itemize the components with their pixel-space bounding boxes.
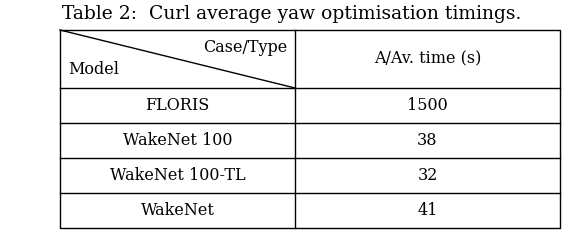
Text: Model: Model bbox=[68, 62, 119, 78]
Text: Case/Type: Case/Type bbox=[203, 40, 287, 56]
Text: WakeNet 100-TL: WakeNet 100-TL bbox=[110, 167, 245, 184]
Text: A/Av. time (s): A/Av. time (s) bbox=[374, 51, 481, 67]
Text: Table 2:  Curl average yaw optimisation timings.: Table 2: Curl average yaw optimisation t… bbox=[62, 5, 522, 23]
Text: 1500: 1500 bbox=[407, 97, 448, 114]
Text: WakeNet 100: WakeNet 100 bbox=[123, 132, 232, 149]
Text: FLORIS: FLORIS bbox=[145, 97, 210, 114]
Text: WakeNet: WakeNet bbox=[141, 202, 214, 219]
Text: 38: 38 bbox=[417, 132, 438, 149]
Text: 32: 32 bbox=[418, 167, 437, 184]
Text: 41: 41 bbox=[418, 202, 437, 219]
